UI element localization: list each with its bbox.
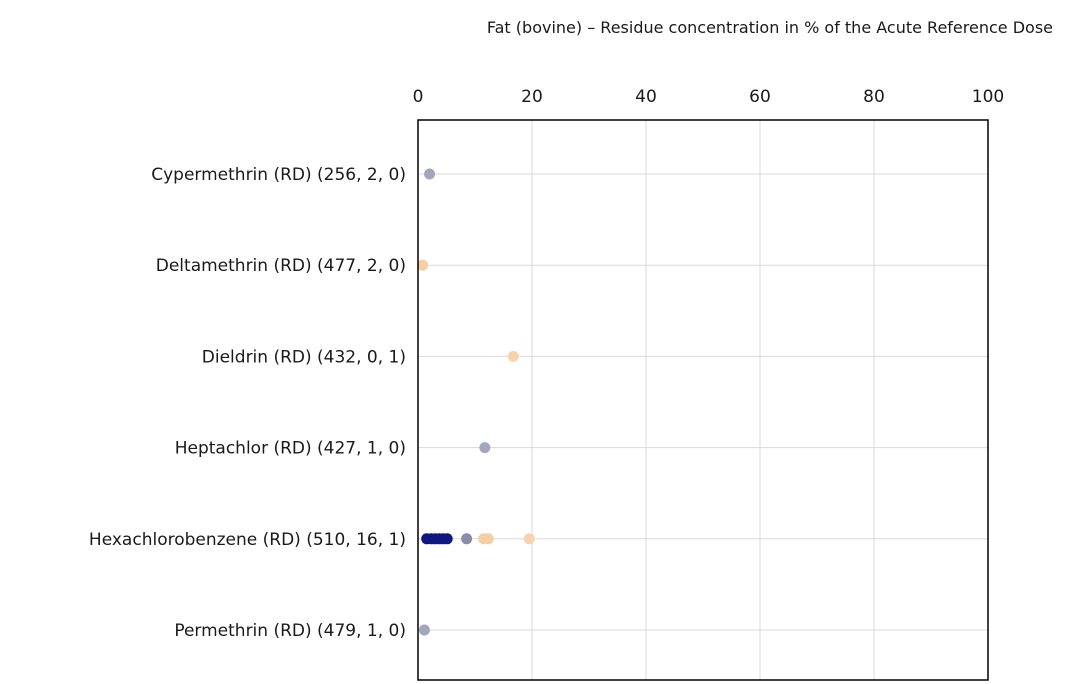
x-tick-label: 100 <box>972 87 1004 107</box>
x-tick-label: 40 <box>635 87 657 107</box>
grid-layer <box>418 120 988 680</box>
data-point <box>418 624 430 636</box>
x-tick-label: 80 <box>863 87 885 107</box>
data-point <box>482 533 494 545</box>
category-label: Dieldrin (RD) (432, 0, 1) <box>202 347 406 367</box>
data-point <box>417 259 429 271</box>
data-point <box>441 533 453 545</box>
category-label: Permethrin (RD) (479, 1, 0) <box>174 621 406 641</box>
x-tick-labels: 0 20 40 60 80 100 <box>413 87 1005 107</box>
category-label: Heptachlor (RD) (427, 1, 0) <box>175 439 406 459</box>
data-point <box>507 350 519 362</box>
data-point <box>424 168 436 180</box>
data-points <box>417 168 535 636</box>
category-label: Deltamethrin (RD) (477, 2, 0) <box>156 256 406 276</box>
data-point <box>479 442 491 454</box>
data-point <box>461 533 473 545</box>
data-point <box>523 533 535 545</box>
category-label: Hexachlorobenzene (RD) (510, 16, 1) <box>89 530 406 550</box>
x-tick-label: 0 <box>413 87 424 107</box>
x-tick-label: 20 <box>521 87 543 107</box>
chart-title: Fat (bovine) – Residue concentration in … <box>487 18 1053 37</box>
category-labels: Cypermethrin (RD) (256, 2, 0) Deltamethri… <box>89 165 406 641</box>
x-tick-label: 60 <box>749 87 771 107</box>
category-label: Cypermethrin (RD) (256, 2, 0) <box>151 165 406 185</box>
plot-frame <box>417 119 989 681</box>
